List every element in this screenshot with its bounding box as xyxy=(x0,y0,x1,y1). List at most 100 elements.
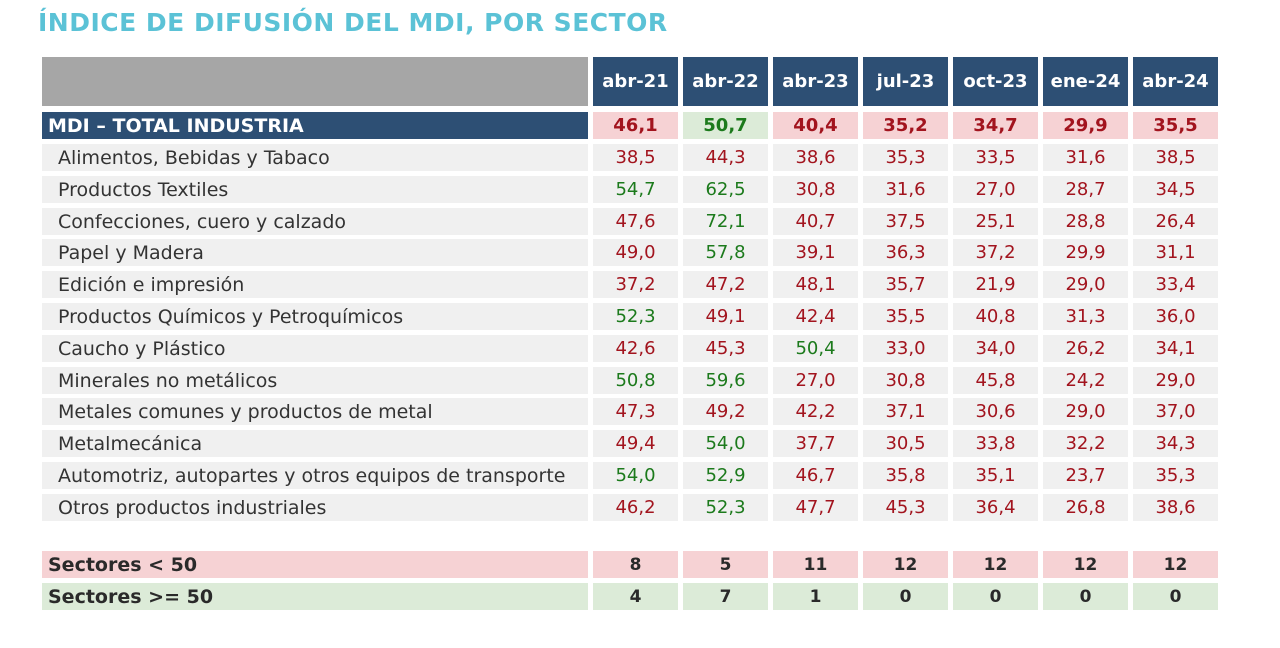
sector-value: 28,8 xyxy=(1043,208,1128,235)
sector-value: 38,6 xyxy=(773,144,858,171)
total-value: 34,7 xyxy=(953,112,1038,139)
sector-value: 33,4 xyxy=(1133,271,1218,298)
summary-value: 5 xyxy=(683,551,768,578)
sector-value: 27,0 xyxy=(773,367,858,394)
total-value: 46,1 xyxy=(593,112,678,139)
summary-value: 4 xyxy=(593,583,678,610)
sector-value: 31,6 xyxy=(863,176,948,203)
sector-value: 42,6 xyxy=(593,335,678,362)
sector-label: Metales comunes y productos de metal xyxy=(42,398,588,425)
sector-value: 40,7 xyxy=(773,208,858,235)
sector-value: 33,0 xyxy=(863,335,948,362)
sector-value: 26,2 xyxy=(1043,335,1128,362)
sector-value: 35,8 xyxy=(863,462,948,489)
sector-label: Otros productos industriales xyxy=(42,494,588,521)
sector-value: 57,8 xyxy=(683,239,768,266)
sector-label: Minerales no metálicos xyxy=(42,367,588,394)
sector-value: 26,8 xyxy=(1043,494,1128,521)
sector-value: 26,4 xyxy=(1133,208,1218,235)
sector-value: 38,6 xyxy=(1133,494,1218,521)
sector-value: 39,1 xyxy=(773,239,858,266)
sector-value: 46,7 xyxy=(773,462,858,489)
sector-value: 47,7 xyxy=(773,494,858,521)
sector-value: 25,1 xyxy=(953,208,1038,235)
sector-value: 47,2 xyxy=(683,271,768,298)
column-header: abr-24 xyxy=(1133,57,1218,106)
summary-value: 12 xyxy=(863,551,948,578)
sector-value: 36,4 xyxy=(953,494,1038,521)
sector-value: 37,5 xyxy=(863,208,948,235)
sector-value: 36,0 xyxy=(1133,303,1218,330)
total-value: 35,5 xyxy=(1133,112,1218,139)
sector-value: 48,1 xyxy=(773,271,858,298)
column-header: oct-23 xyxy=(953,57,1038,106)
sector-value: 28,7 xyxy=(1043,176,1128,203)
sector-value: 72,1 xyxy=(683,208,768,235)
sector-value: 54,7 xyxy=(593,176,678,203)
summary-value: 0 xyxy=(1133,583,1218,610)
summary-value: 0 xyxy=(863,583,948,610)
sector-value: 37,7 xyxy=(773,430,858,457)
column-header: abr-23 xyxy=(773,57,858,106)
sector-value: 33,5 xyxy=(953,144,1038,171)
page-title: ÍNDICE DE DIFUSIÓN DEL MDI, POR SECTOR xyxy=(38,8,668,37)
sector-value: 38,5 xyxy=(593,144,678,171)
sector-value: 31,1 xyxy=(1133,239,1218,266)
sector-value: 31,3 xyxy=(1043,303,1128,330)
sector-value: 31,6 xyxy=(1043,144,1128,171)
sector-value: 30,6 xyxy=(953,398,1038,425)
summary-value: 11 xyxy=(773,551,858,578)
sector-value: 52,9 xyxy=(683,462,768,489)
sector-value: 47,6 xyxy=(593,208,678,235)
sector-value: 49,0 xyxy=(593,239,678,266)
sector-value: 37,0 xyxy=(1133,398,1218,425)
sector-value: 35,3 xyxy=(1133,462,1218,489)
column-header: jul-23 xyxy=(863,57,948,106)
sector-value: 49,1 xyxy=(683,303,768,330)
sector-label: Productos Químicos y Petroquímicos xyxy=(42,303,588,330)
sector-value: 54,0 xyxy=(593,462,678,489)
sector-value: 35,7 xyxy=(863,271,948,298)
sector-value: 44,3 xyxy=(683,144,768,171)
sector-value: 42,2 xyxy=(773,398,858,425)
total-value: 40,4 xyxy=(773,112,858,139)
sector-label: Papel y Madera xyxy=(42,239,588,266)
total-value: 50,7 xyxy=(683,112,768,139)
sector-value: 30,5 xyxy=(863,430,948,457)
summary-value: 0 xyxy=(1043,583,1128,610)
sector-value: 36,3 xyxy=(863,239,948,266)
sector-value: 47,3 xyxy=(593,398,678,425)
sector-label: Metalmecánica xyxy=(42,430,588,457)
sector-label: Alimentos, Bebidas y Tabaco xyxy=(42,144,588,171)
sector-value: 34,0 xyxy=(953,335,1038,362)
sector-value: 52,3 xyxy=(683,494,768,521)
sector-value: 21,9 xyxy=(953,271,1038,298)
summary-value: 8 xyxy=(593,551,678,578)
sector-value: 59,6 xyxy=(683,367,768,394)
column-header: ene-24 xyxy=(1043,57,1128,106)
summary-value: 12 xyxy=(1043,551,1128,578)
summary-value: 12 xyxy=(953,551,1038,578)
sector-value: 46,2 xyxy=(593,494,678,521)
sector-value: 38,5 xyxy=(1133,144,1218,171)
sector-value: 29,0 xyxy=(1043,398,1128,425)
column-header: abr-22 xyxy=(683,57,768,106)
summary-value: 0 xyxy=(953,583,1038,610)
summary-label: Sectores >= 50 xyxy=(42,583,588,610)
sector-value: 34,3 xyxy=(1133,430,1218,457)
total-value: 35,2 xyxy=(863,112,948,139)
sector-value: 37,1 xyxy=(863,398,948,425)
sector-label: Edición e impresión xyxy=(42,271,588,298)
sector-value: 37,2 xyxy=(953,239,1038,266)
summary-value: 12 xyxy=(1133,551,1218,578)
sector-value: 42,4 xyxy=(773,303,858,330)
sector-value: 29,0 xyxy=(1133,367,1218,394)
sector-value: 35,5 xyxy=(863,303,948,330)
sector-label: Productos Textiles xyxy=(42,176,588,203)
sector-value: 45,8 xyxy=(953,367,1038,394)
sector-value: 29,9 xyxy=(1043,239,1128,266)
sector-label: Automotriz, autopartes y otros equipos d… xyxy=(42,462,588,489)
sector-value: 34,1 xyxy=(1133,335,1218,362)
sector-value: 54,0 xyxy=(683,430,768,457)
sector-value: 29,0 xyxy=(1043,271,1128,298)
